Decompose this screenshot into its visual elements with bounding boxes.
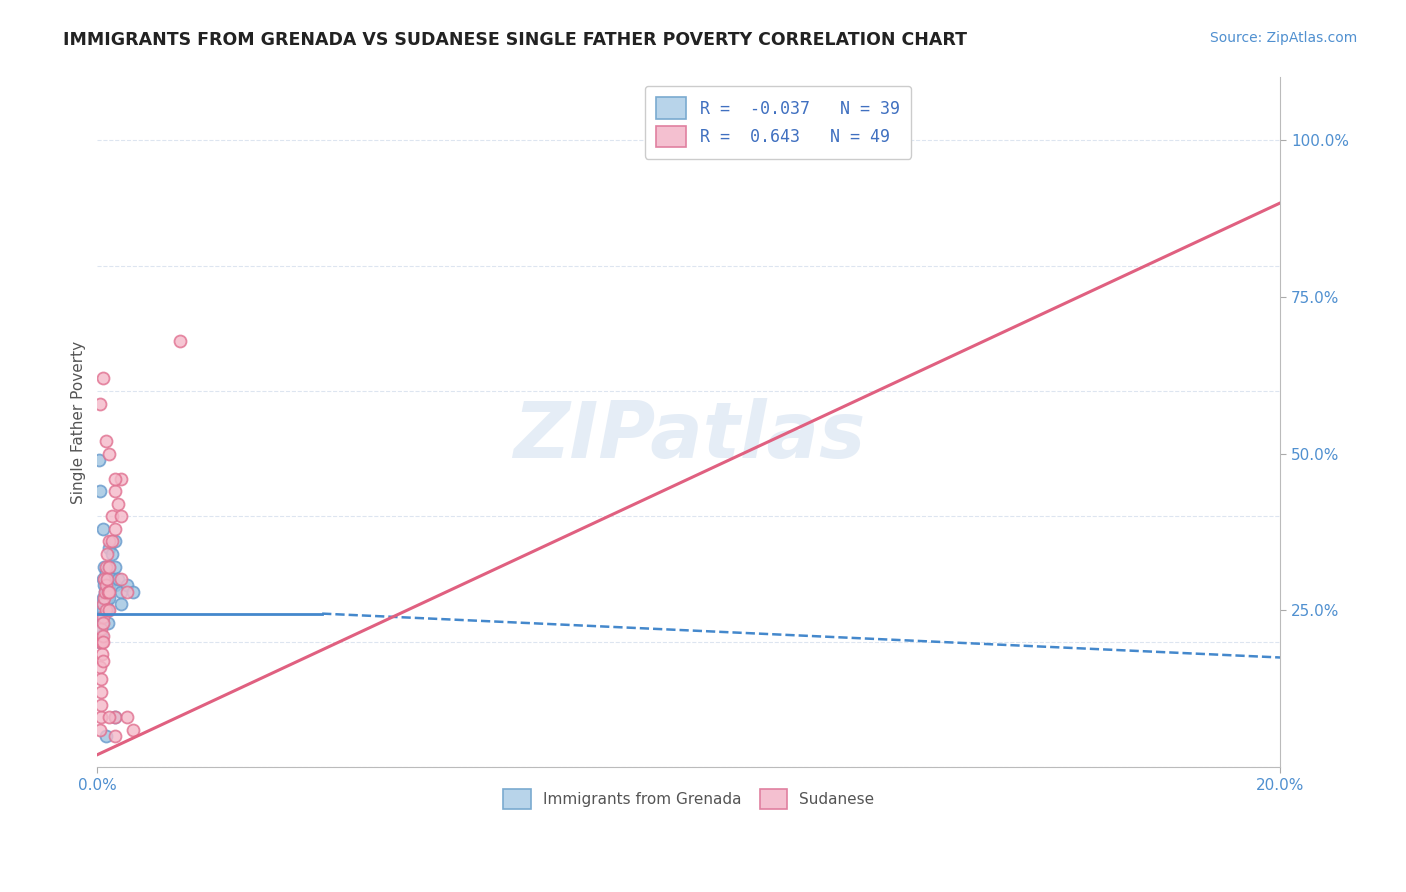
- Point: [104, 472, 127, 486]
- Point: [97, 603, 120, 617]
- Point: [96, 559, 118, 574]
- Point: [91, 609, 114, 624]
- Point: [96, 566, 118, 580]
- Point: [98, 534, 121, 549]
- Point: [96, 572, 118, 586]
- Point: [90, 622, 112, 636]
- Point: [115, 710, 138, 724]
- Point: [89, 484, 111, 499]
- Point: [91, 572, 114, 586]
- Text: ZIPatlas: ZIPatlas: [513, 398, 865, 475]
- Point: [96, 729, 118, 743]
- Point: [110, 509, 132, 524]
- Point: [89, 635, 111, 649]
- Point: [93, 591, 115, 605]
- Point: [93, 559, 115, 574]
- Point: [89, 622, 111, 636]
- Point: [104, 484, 127, 499]
- Point: [90, 629, 112, 643]
- Point: [91, 591, 114, 605]
- Point: [98, 584, 121, 599]
- Point: [96, 572, 118, 586]
- Point: [110, 572, 132, 586]
- Point: [96, 434, 118, 449]
- Legend: Immigrants from Grenada, Sudanese: Immigrants from Grenada, Sudanese: [498, 783, 880, 814]
- Point: [91, 654, 114, 668]
- Point: [91, 615, 114, 630]
- Point: [89, 660, 111, 674]
- Point: [110, 472, 132, 486]
- Point: [91, 635, 114, 649]
- Point: [91, 615, 114, 630]
- Point: [121, 723, 143, 737]
- Point: [91, 597, 114, 611]
- Point: [98, 541, 121, 555]
- Point: [90, 673, 112, 687]
- Point: [94, 597, 117, 611]
- Point: [101, 547, 124, 561]
- Point: [91, 371, 114, 385]
- Point: [98, 447, 121, 461]
- Point: [97, 615, 120, 630]
- Point: [91, 635, 114, 649]
- Text: IMMIGRANTS FROM GRENADA VS SUDANESE SINGLE FATHER POVERTY CORRELATION CHART: IMMIGRANTS FROM GRENADA VS SUDANESE SING…: [63, 31, 967, 49]
- Point: [91, 603, 114, 617]
- Point: [90, 685, 112, 699]
- Point: [110, 597, 132, 611]
- Point: [94, 584, 117, 599]
- Point: [91, 629, 114, 643]
- Point: [89, 723, 111, 737]
- Point: [90, 698, 112, 712]
- Point: [98, 559, 121, 574]
- Point: [121, 584, 143, 599]
- Point: [91, 648, 114, 662]
- Point: [115, 578, 138, 592]
- Point: [98, 603, 121, 617]
- Point: [104, 729, 127, 743]
- Point: [90, 710, 112, 724]
- Point: [104, 710, 127, 724]
- Point: [101, 509, 124, 524]
- Text: Source: ZipAtlas.com: Source: ZipAtlas.com: [1209, 31, 1357, 45]
- Point: [96, 578, 118, 592]
- Point: [104, 522, 127, 536]
- Point: [115, 584, 138, 599]
- Point: [101, 572, 124, 586]
- Point: [89, 635, 111, 649]
- Y-axis label: Single Father Poverty: Single Father Poverty: [72, 341, 86, 504]
- Point: [98, 559, 121, 574]
- Point: [101, 534, 124, 549]
- Point: [89, 396, 111, 410]
- Point: [104, 710, 127, 724]
- Point: [96, 547, 118, 561]
- Point: [98, 591, 121, 605]
- Point: [96, 584, 118, 599]
- Point: [169, 334, 191, 348]
- Point: [110, 584, 132, 599]
- Point: [96, 591, 118, 605]
- Point: [97, 584, 120, 599]
- Point: [98, 578, 121, 592]
- Point: [94, 603, 117, 617]
- Point: [93, 572, 115, 586]
- Point: [94, 584, 117, 599]
- Point: [104, 559, 127, 574]
- Point: [104, 578, 127, 592]
- Point: [91, 597, 114, 611]
- Point: [90, 609, 112, 624]
- Point: [93, 578, 115, 592]
- Point: [98, 710, 121, 724]
- Point: [107, 497, 129, 511]
- Point: [91, 522, 114, 536]
- Point: [104, 534, 127, 549]
- Point: [107, 572, 129, 586]
- Point: [91, 615, 114, 630]
- Point: [89, 453, 111, 467]
